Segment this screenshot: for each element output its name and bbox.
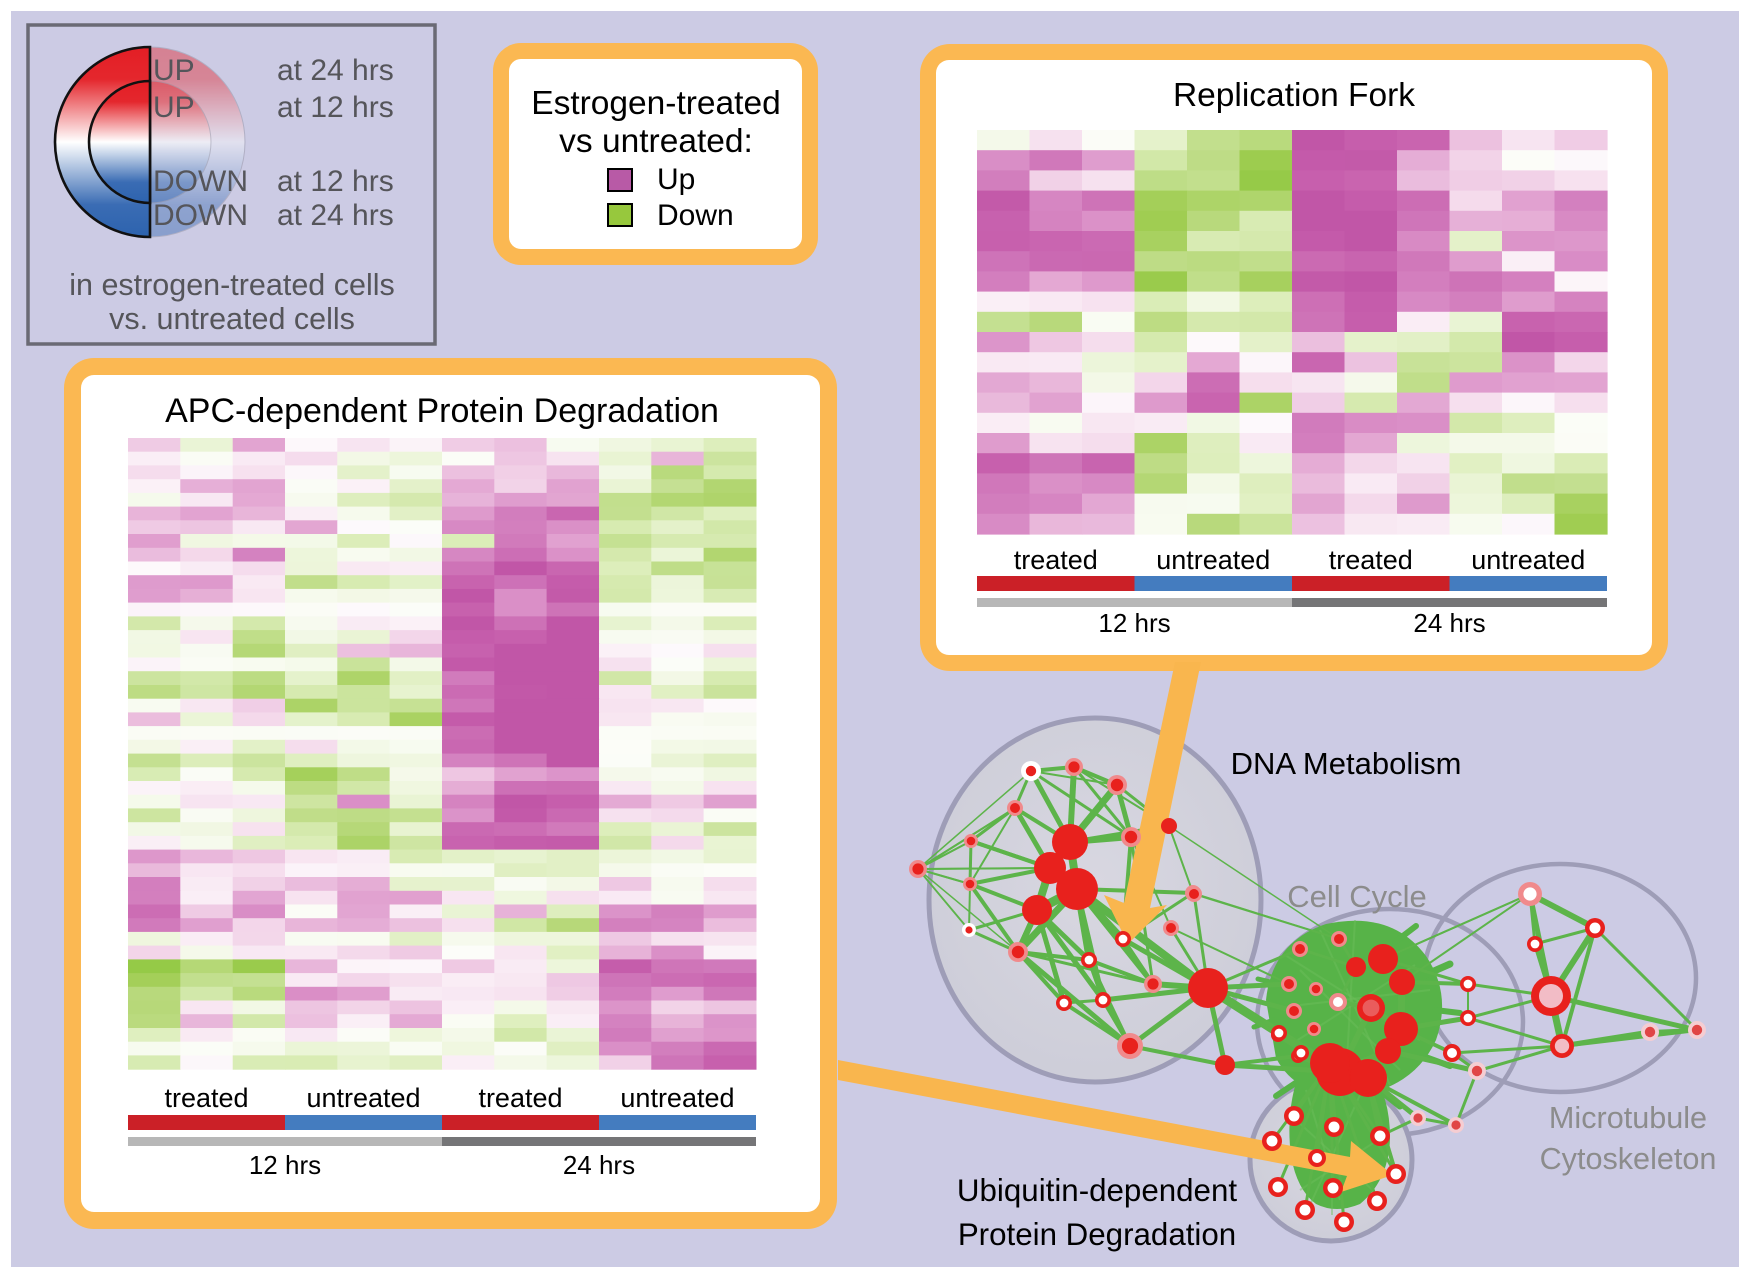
svg-text:at 24 hrs: at 24 hrs xyxy=(277,54,394,87)
svg-text:untreated: untreated xyxy=(620,1083,734,1113)
svg-text:12 hrs: 12 hrs xyxy=(1098,608,1170,638)
svg-text:Replication Fork: Replication Fork xyxy=(1173,77,1415,114)
svg-text:Ubiquitin-dependent: Ubiquitin-dependent xyxy=(957,1173,1237,1208)
svg-text:untreated: untreated xyxy=(1156,545,1270,575)
svg-text:UP: UP xyxy=(153,91,195,124)
svg-text:at 12 hrs: at 12 hrs xyxy=(277,165,394,198)
svg-text:Cell Cycle: Cell Cycle xyxy=(1287,879,1427,914)
svg-text:at 12 hrs: at 12 hrs xyxy=(277,91,394,124)
svg-text:Up: Up xyxy=(657,163,695,196)
svg-text:Estrogen-treated: Estrogen-treated xyxy=(531,85,781,122)
svg-text:12 hrs: 12 hrs xyxy=(249,1150,321,1180)
svg-text:treated: treated xyxy=(478,1083,562,1113)
svg-text:vs untreated:: vs untreated: xyxy=(559,123,753,160)
svg-text:24 hrs: 24 hrs xyxy=(563,1150,635,1180)
svg-text:24 hrs: 24 hrs xyxy=(1413,608,1485,638)
svg-text:treated: treated xyxy=(164,1083,248,1113)
svg-text:untreated: untreated xyxy=(306,1083,420,1113)
svg-text:UP: UP xyxy=(153,54,195,87)
svg-text:DOWN: DOWN xyxy=(153,199,248,232)
svg-text:APC-dependent Protein Degradat: APC-dependent Protein Degradation xyxy=(165,392,719,430)
svg-text:treated: treated xyxy=(1014,545,1098,575)
svg-text:Down: Down xyxy=(657,199,734,232)
svg-text:Microtubule: Microtubule xyxy=(1549,1101,1707,1135)
svg-text:treated: treated xyxy=(1329,545,1413,575)
svg-text:at 24 hrs: at 24 hrs xyxy=(277,199,394,232)
svg-text:in estrogen-treated cells: in estrogen-treated cells xyxy=(69,268,395,302)
svg-text:Cytoskeleton: Cytoskeleton xyxy=(1540,1142,1717,1176)
svg-text:DNA Metabolism: DNA Metabolism xyxy=(1231,746,1462,781)
svg-text:DOWN: DOWN xyxy=(153,165,248,198)
svg-text:vs. untreated cells: vs. untreated cells xyxy=(109,302,355,336)
svg-text:Protein Degradation: Protein Degradation xyxy=(958,1217,1236,1252)
svg-text:untreated: untreated xyxy=(1471,545,1585,575)
